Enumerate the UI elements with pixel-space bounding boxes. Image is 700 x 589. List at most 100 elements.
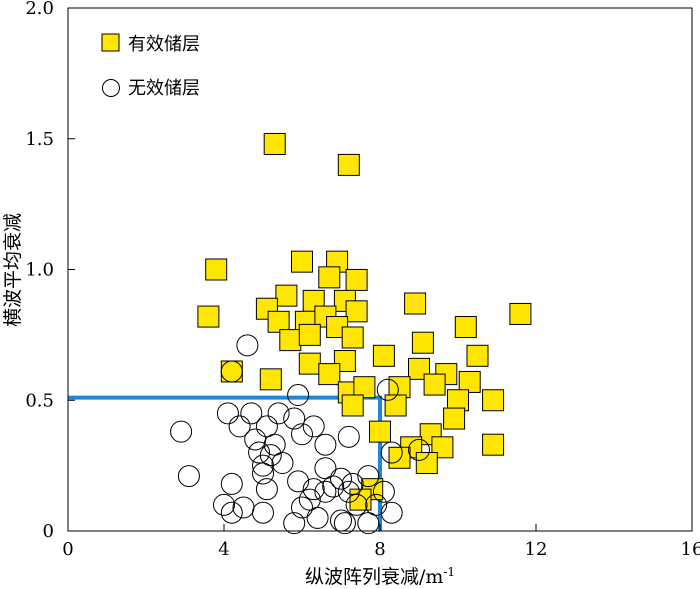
- valid-reservoir-point: [341, 326, 364, 349]
- invalid-reservoir-point: [298, 488, 321, 511]
- valid-reservoir-point: [205, 258, 228, 281]
- valid-reservoir-point: [318, 266, 341, 289]
- invalid-reservoir-point: [322, 475, 345, 498]
- x-axis-label: 纵波阵列衰减/m-1: [305, 565, 455, 588]
- invalid-reservoir-point: [314, 457, 337, 480]
- cutoff-lines: [68, 395, 382, 531]
- valid-reservoir-point: [415, 452, 438, 475]
- valid-reservoir-point: [353, 376, 376, 399]
- legend-circle-marker: [102, 79, 120, 97]
- valid-reservoir-point: [349, 488, 372, 511]
- y-tick-label: 2.0: [25, 0, 54, 19]
- invalid-reservoir-point: [314, 480, 337, 503]
- invalid-reservoir-point: [337, 425, 360, 448]
- valid-reservoir-point: [411, 331, 434, 354]
- invalid-reservoir-point: [263, 433, 286, 456]
- valid-reservoir-point: [509, 302, 532, 325]
- invalid-reservoir-point: [170, 420, 193, 443]
- invalid-reservoir-point: [345, 493, 368, 516]
- invalid-reservoir-point: [252, 462, 274, 485]
- invalid-reservoir-point: [220, 501, 243, 524]
- invalid-reservoir-point: [357, 465, 380, 488]
- invalid-reservoir-point: [291, 496, 313, 519]
- invalid-reservoir-point: [248, 441, 271, 464]
- valid-reservoir-point: [404, 292, 427, 315]
- valid-reservoir-point: [466, 344, 489, 367]
- valid-reservoir-point: [298, 323, 321, 346]
- invalid-reservoir-point: [372, 480, 395, 503]
- valid-reservoir-point: [369, 420, 391, 443]
- valid-reservoir-point: [345, 300, 368, 323]
- x-axis-label-exponent: -1: [443, 565, 455, 579]
- invalid-reservoir-point: [380, 501, 403, 524]
- y-tick-label: 0.5: [25, 390, 54, 411]
- y-axis-label: 横波平均衰减: [2, 213, 24, 327]
- valid-reservoir-point: [443, 407, 466, 430]
- invalid-reservoir-point: [365, 493, 388, 516]
- valid-reservoir-point: [482, 433, 505, 456]
- valid-reservoir-point: [318, 363, 341, 386]
- valid-reservoir-point: [275, 284, 298, 307]
- valid-reservoir-point: [337, 153, 360, 176]
- x-tick-label: 8: [374, 539, 385, 560]
- invalid-reservoir-point: [357, 512, 380, 535]
- x-tick-label: 12: [525, 539, 548, 560]
- invalid-reservoir-point: [252, 454, 274, 477]
- invalid-reservoir-point: [252, 501, 274, 524]
- plot-points: [170, 132, 532, 535]
- cutoff-line: [68, 395, 382, 531]
- valid-reservoir-point: [267, 310, 290, 333]
- invalid-reservoir-point: [232, 496, 255, 519]
- valid-reservoir-point: [458, 370, 481, 393]
- invalid-reservoir-point: [228, 415, 251, 438]
- invalid-reservoir-point: [380, 441, 403, 464]
- invalid-reservoir-point: [255, 415, 278, 438]
- legend: 有效储层 无效储层: [101, 33, 200, 99]
- invalid-reservoir-point: [408, 438, 430, 461]
- valid-reservoir-point: [291, 250, 313, 273]
- valid-reservoir-point: [454, 316, 477, 339]
- invalid-reservoir-point: [255, 478, 278, 501]
- invalid-reservoir-point: [287, 470, 310, 493]
- valid-reservoir-point: [279, 329, 302, 352]
- valid-reservoir-point: [259, 368, 282, 391]
- invalid-reservoir-point: [333, 512, 356, 535]
- invalid-reservoir-point: [240, 402, 263, 425]
- invalid-reservoir-point: [287, 384, 310, 407]
- axis-ticks: 0 4 8 12 16 0 0.5 1.0 1.5 2.0: [25, 0, 700, 560]
- valid-reservoir-point: [372, 344, 395, 367]
- invalid-reservoir-point: [236, 334, 259, 357]
- legend-label-valid: 有效储层: [128, 34, 200, 55]
- valid-reservoir-point: [263, 132, 286, 155]
- x-tick-label: 4: [218, 539, 229, 560]
- valid-reservoir-point: [423, 373, 446, 396]
- invalid-reservoir-point: [302, 478, 325, 501]
- legend-square-marker: [101, 33, 120, 52]
- y-tick-label: 0: [43, 521, 54, 542]
- invalid-reservoir-point: [220, 360, 243, 383]
- x-tick-label: 16: [681, 539, 700, 560]
- invalid-reservoir-point: [341, 472, 364, 495]
- invalid-reservoir-point: [216, 402, 239, 425]
- invalid-reservoir-point: [302, 415, 325, 438]
- invalid-reservoir-point: [306, 506, 329, 529]
- valid-reservoir-point: [482, 389, 505, 412]
- invalid-reservoir-point: [376, 378, 399, 401]
- invalid-reservoir-point: [220, 472, 243, 495]
- invalid-reservoir-point: [291, 423, 313, 446]
- y-tick-label: 1.0: [25, 260, 54, 281]
- valid-reservoir-point: [345, 268, 368, 291]
- invalid-reservoir-point: [330, 467, 352, 490]
- valid-reservoir-point: [298, 352, 321, 375]
- legend-label-invalid: 无效储层: [128, 78, 200, 99]
- valid-reservoir-point: [197, 305, 220, 328]
- y-tick-label: 1.5: [25, 129, 54, 150]
- valid-reservoir-point: [384, 394, 407, 417]
- invalid-reservoir-point: [267, 402, 290, 425]
- invalid-reservoir-point: [283, 512, 306, 535]
- valid-reservoir-point: [341, 394, 364, 417]
- invalid-reservoir-point: [213, 493, 235, 516]
- invalid-reservoir-point: [177, 465, 200, 488]
- invalid-reservoir-point: [314, 433, 337, 456]
